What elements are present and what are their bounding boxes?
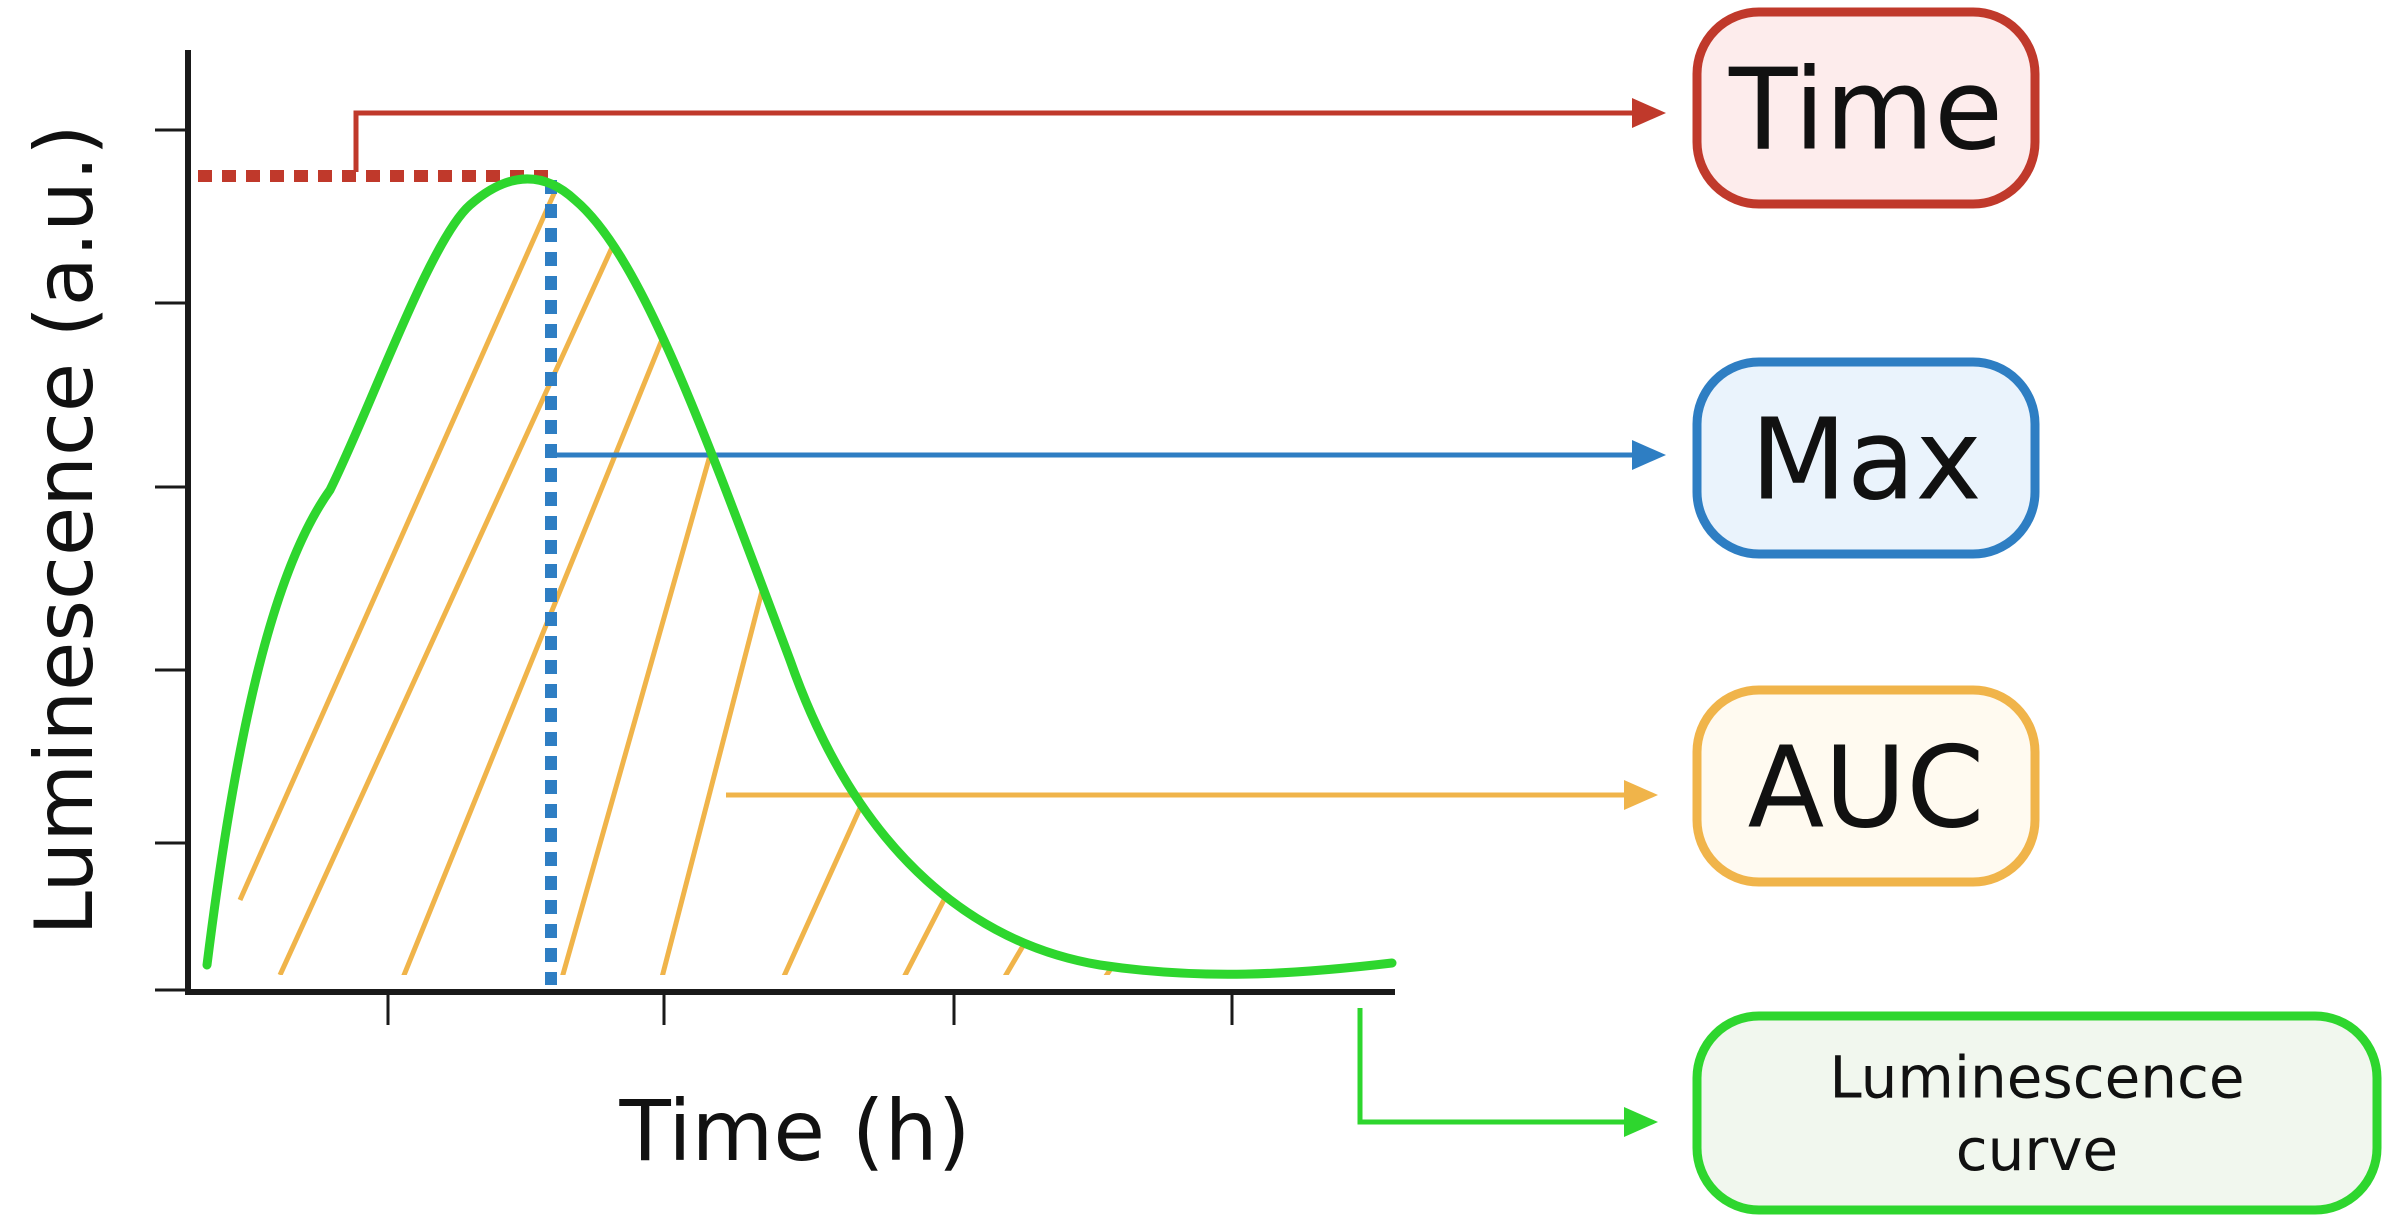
- y-axis-label: Luminescence (a.u.): [18, 124, 111, 935]
- x-ticks: [386, 995, 1234, 1025]
- luminescence-curve: [202, 174, 1397, 979]
- legend-label-auc: AUC: [1748, 723, 1985, 853]
- legend-label-time: Time: [1728, 45, 2003, 175]
- legend-label-curve-2: curve: [1956, 1116, 2119, 1184]
- legend-box-frame-auc: [1692, 685, 2040, 887]
- max-arrowhead: [1632, 440, 1666, 470]
- chart-axes: [185, 50, 1395, 995]
- legend-label-curve-1: Luminescence: [1829, 1044, 2244, 1112]
- legend-box-max: Max: [1692, 357, 2040, 559]
- y-ticks: [155, 128, 188, 992]
- legend-box-frame-curve: [1692, 1011, 2382, 1215]
- curve-arrowhead: [1624, 1107, 1658, 1137]
- legend-box-frame-max: [1692, 357, 2040, 559]
- legend-box-frame-time: [1692, 7, 2040, 209]
- time-connector: [353, 110, 1640, 172]
- auc-arrowhead: [1624, 780, 1658, 810]
- auc-hatch: [207, 178, 1133, 976]
- x-axis-label: Time (h): [618, 1082, 970, 1180]
- curve-connector: [1357, 1008, 1632, 1125]
- legend-label-max: Max: [1750, 395, 1982, 525]
- legend-box-time: Time: [1692, 7, 2040, 209]
- legend-box-auc: AUC: [1692, 685, 2040, 887]
- time-arrowhead: [1632, 98, 1666, 128]
